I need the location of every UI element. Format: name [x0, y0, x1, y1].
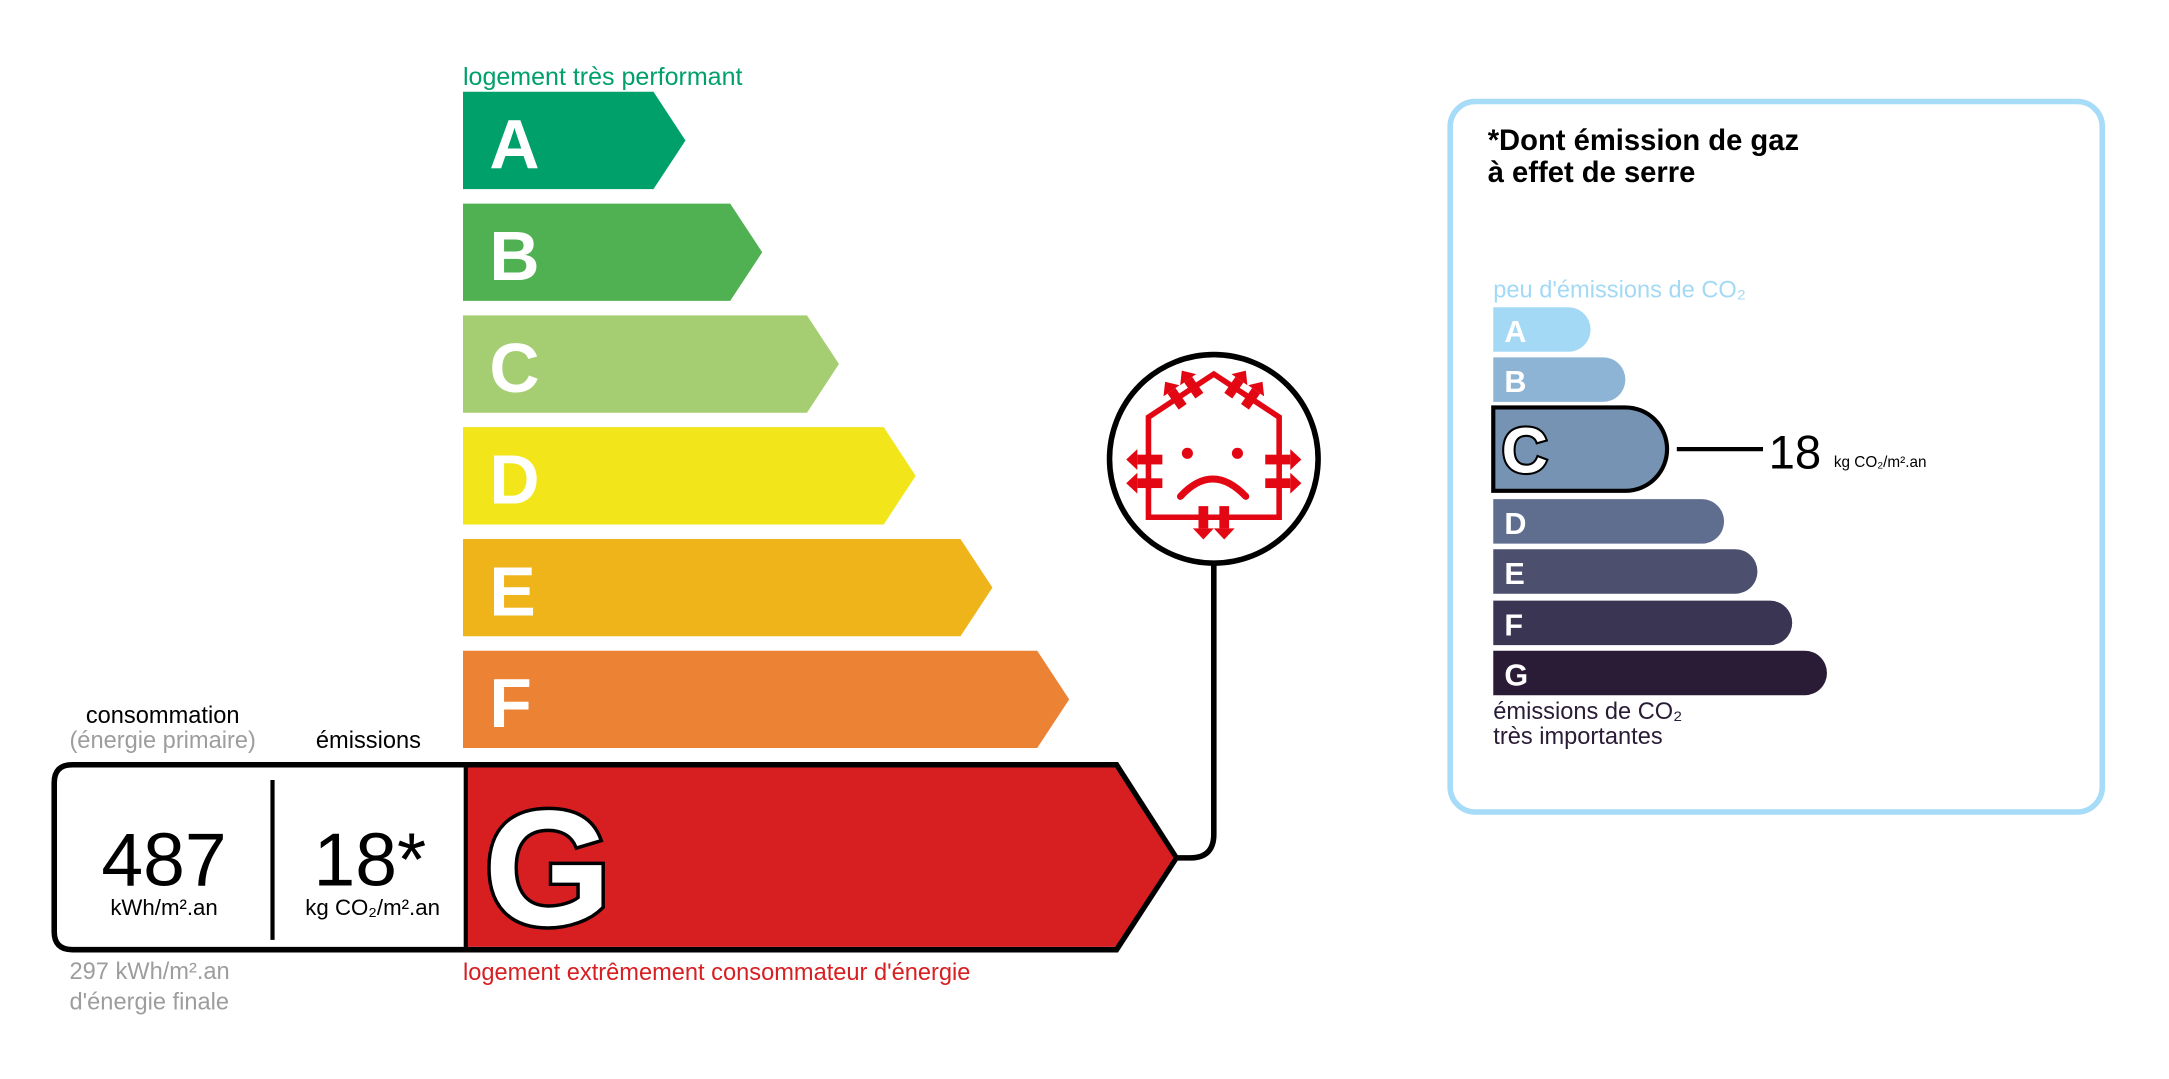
ghg-bottom-label-line2: très importantes — [1493, 724, 1662, 750]
energy-bar-letter: A — [489, 105, 539, 183]
ghg-bottom-label-line1: émissions de CO₂ — [1493, 699, 1682, 725]
energy-bar-shape — [462, 315, 839, 413]
ghg-bar-letter: B — [1504, 365, 1526, 399]
consumption-header: consommation — [86, 703, 240, 729]
ghg-bar-shape — [1491, 405, 1670, 493]
energy-current-class-letter: G — [484, 776, 612, 960]
ghg-bar-shape — [1493, 549, 1758, 594]
energy-class-bar-d: D — [462, 427, 916, 525]
final-energy-label: d'énergie finale — [70, 989, 230, 1015]
ghg-bar-shape — [1493, 600, 1793, 646]
energy-top-label: logement très performant — [463, 63, 743, 91]
energy-bar-shape — [462, 650, 1070, 749]
house-heat-loss-sad-icon — [1126, 370, 1302, 540]
emissions-header: émissions — [316, 728, 421, 754]
ghg-class-bar-g: G — [1493, 650, 1827, 696]
energy-bar-shape — [462, 203, 763, 301]
ghg-class-bar-e: E — [1493, 549, 1758, 594]
energy-bottom-label: logement extrêmement consommateur d'éner… — [463, 960, 970, 986]
energy-class-bar-f: F — [462, 650, 1070, 749]
energy-bar-shape — [462, 538, 993, 637]
energy-class-bar-b: B — [462, 203, 763, 301]
ghg-bar-shape — [1493, 650, 1827, 696]
ghg-title-line2: à effet de serre — [1488, 157, 1696, 189]
ghg-bar-letter: D — [1504, 507, 1526, 541]
ghg-class-bar-c: C — [1491, 405, 1670, 493]
energy-bar-shape — [462, 91, 686, 190]
emissions-unit: kg CO₂/m².an — [305, 895, 440, 920]
ghg-value: 18 — [1769, 427, 1822, 480]
energy-bar-letter: C — [489, 329, 539, 407]
energy-class-bar-c: C — [462, 315, 839, 413]
ghg-bar-letter: F — [1504, 608, 1523, 642]
ghg-class-bar-d: D — [1493, 499, 1725, 544]
energy-bar-shape — [462, 427, 916, 525]
consumption-subheader: (énergie primaire) — [69, 728, 255, 754]
connector-line — [1176, 564, 1217, 861]
ghg-bar-shape — [1493, 499, 1725, 544]
ghg-class-bar-b: B — [1493, 357, 1626, 402]
ghg-class-bar-f: F — [1493, 600, 1793, 646]
ghg-bar-letter: A — [1504, 315, 1526, 349]
final-energy-value: 297 kWh/m².an — [70, 959, 230, 985]
ghg-unit: kg CO₂/m².an — [1834, 454, 1927, 471]
emissions-value: 18* — [313, 818, 426, 902]
ghg-bar-shape — [1493, 307, 1591, 352]
ghg-panel: *Dont émission de gaz à effet de serre p… — [1447, 98, 2106, 815]
energy-bar-letter: E — [489, 552, 535, 630]
energy-class-bar-a: A — [462, 91, 686, 190]
ghg-bar-letter: E — [1504, 557, 1524, 591]
energy-bar-letter: D — [489, 441, 539, 519]
ghg-bar-shape — [1493, 357, 1626, 402]
ghg-class-bar-a: A — [1493, 307, 1591, 352]
energy-current-bar-g — [467, 767, 1174, 947]
energy-bar-letter: F — [489, 664, 531, 742]
ghg-title-line1: *Dont émission de gaz — [1488, 125, 1799, 157]
consumption-value: 487 — [101, 818, 226, 902]
ghg-bar-letter: C — [1502, 415, 1548, 487]
ghg-bar-letter: G — [1504, 658, 1528, 692]
consumption-unit: kWh/m².an — [110, 895, 217, 920]
ghg-top-label: peu d'émissions de CO₂ — [1493, 278, 1746, 304]
energy-class-bar-e: E — [462, 538, 993, 637]
energy-bar-letter: B — [489, 217, 539, 295]
